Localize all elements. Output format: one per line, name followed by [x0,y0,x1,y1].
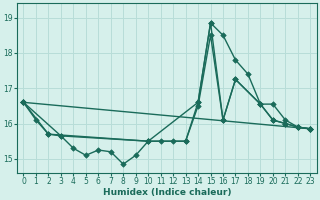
X-axis label: Humidex (Indice chaleur): Humidex (Indice chaleur) [103,188,231,197]
